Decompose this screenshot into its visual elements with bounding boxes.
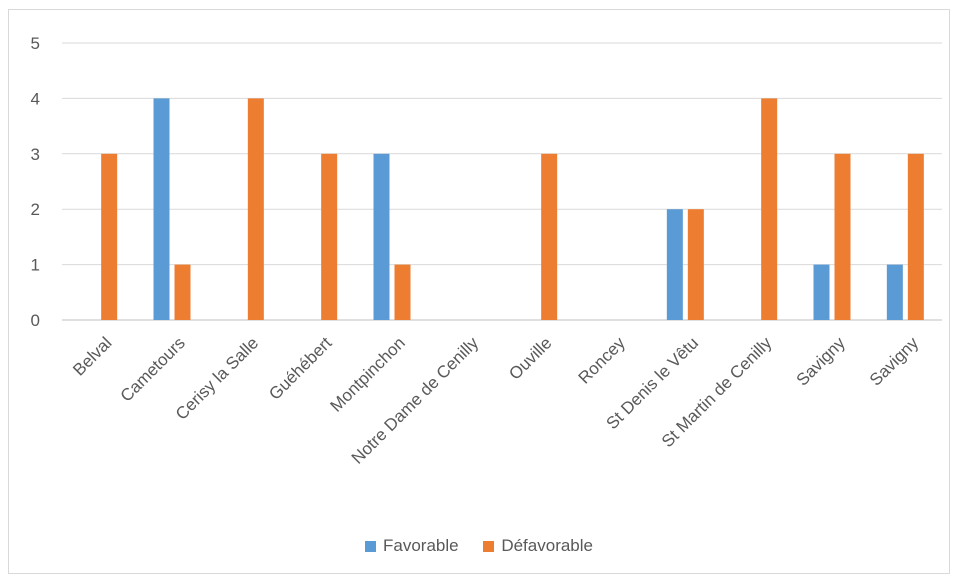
bar-defavorable	[761, 98, 778, 321]
x-tick-label: Roncey	[575, 333, 630, 388]
bar-defavorable	[834, 153, 851, 320]
y-tick-label: 4	[31, 89, 40, 108]
y-tick-label: 3	[31, 145, 40, 164]
bar-defavorable	[394, 264, 411, 320]
bar-favorable	[373, 153, 390, 320]
x-tick-label: Notre Dame de Cenilly	[348, 333, 483, 468]
x-tick-label: Montpinchon	[327, 333, 409, 415]
legend-swatch-favorable	[364, 540, 376, 552]
legend-item-favorable: Favorable	[364, 536, 459, 556]
bar-defavorable	[101, 153, 118, 320]
legend-label-defavorable: Défavorable	[501, 536, 593, 555]
x-tick-label: Savigny	[793, 333, 850, 390]
y-tick-label: 2	[31, 200, 40, 219]
legend-item-defavorable: Défavorable	[483, 536, 593, 556]
legend-swatch-defavorable	[483, 540, 495, 552]
bar-defavorable	[541, 153, 558, 320]
bar-favorable	[886, 264, 903, 320]
y-tick-label: 5	[31, 34, 40, 53]
bar-favorable	[153, 98, 170, 321]
x-tick-label: Guéhébert	[265, 333, 335, 403]
bar-defavorable	[174, 264, 191, 320]
bar-favorable	[666, 209, 683, 320]
bar-favorable	[813, 264, 830, 320]
x-tick-label: Cametours	[117, 333, 189, 405]
chart-legend: Favorable Défavorable	[0, 536, 958, 557]
legend-label-favorable: Favorable	[382, 536, 459, 555]
bar-defavorable	[321, 153, 338, 320]
y-tick-label: 1	[31, 256, 40, 275]
x-tick-label: Ouville	[505, 333, 555, 383]
y-tick-label: 0	[31, 311, 40, 330]
x-tick-label: Belval	[69, 333, 115, 379]
x-tick-label: Savigny	[866, 333, 923, 390]
bar-defavorable	[247, 98, 264, 321]
bar-defavorable	[687, 209, 704, 320]
bar-defavorable	[907, 153, 924, 320]
